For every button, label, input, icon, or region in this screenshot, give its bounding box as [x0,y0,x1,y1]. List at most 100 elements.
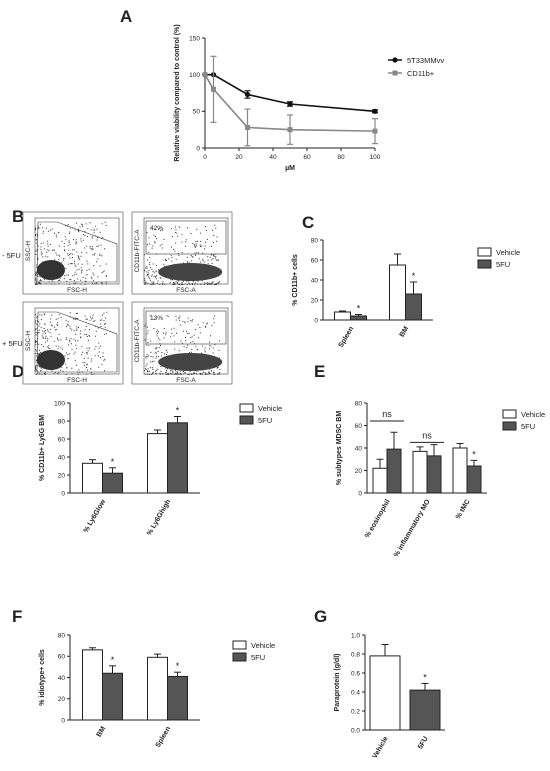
legend-marker [392,57,398,63]
y-tick-label: 80 [58,632,66,639]
flow-gate [145,310,227,345]
x-axis-label: µM [285,165,295,172]
legend-label: Vehicle [251,641,275,650]
y-tick-label: 20 [355,468,363,475]
data-point [287,127,293,133]
y-axis-label: % CD11b+ cells [292,254,299,306]
data-point [372,108,378,114]
data-point [287,101,293,107]
panel-g: G 0.0 0.2 0.4 0.6 0.8 1.0 Paraprotein (g/dl) Veh… [314,607,445,760]
y-tick-label: 0.0 [351,727,360,734]
y-axis-label: % subtypes MDSC BM [336,411,343,485]
x-tick-label: 100 [370,154,381,161]
legend-label: Vehicle [521,410,545,419]
data-point [245,124,250,130]
flow-y-label: CD11b-FITC-A [134,319,141,363]
bar [147,656,168,721]
y-tick-label: 40 [311,277,319,284]
category-label: 5FU [417,736,430,751]
y-tick-label: 0 [358,490,362,497]
gate-percent: 42% [150,225,163,232]
y-tick-label: 40 [58,454,66,461]
bar [405,293,422,321]
legend-label: Vehicle [496,248,520,257]
legend-swatch [232,652,247,662]
significance-mark: * [412,271,416,281]
flow-dense-cluster [37,350,65,370]
y-tick-label: 150 [189,35,200,42]
panel-e: E 0 20 40 60 80 % subtypes MDSC BM % eosinophil… [314,362,545,559]
y-tick-label: 0.4 [351,689,360,696]
bar [350,315,367,321]
legend-swatch [502,409,517,419]
y-tick-label: 0 [61,717,65,724]
flow-x-label: FSC-H [67,377,87,384]
panel-label-d: D [12,362,24,381]
y-tick-label: 60 [311,257,319,264]
significance-mark: * [176,406,180,416]
bar [82,462,103,494]
bar [452,447,468,494]
panel-d: D 0 20 40 60 80 100 % CD11b+ Ly6G BM * % Ly6Glow *… [12,362,282,537]
significance-mark: * [472,449,476,459]
significance-mark: * [176,661,180,671]
flow-y-label: SSC-H [25,241,32,262]
panel-f: F 0 20 40 60 80 % idiotype+ cells * BM * Spleen Veh… [12,607,275,749]
legend-swatch [502,421,517,431]
bar [372,467,388,494]
y-axis-label: % CD11b+ Ly6G BM [39,415,46,481]
panel-label-f: F [12,607,22,626]
y-tick-label: 60 [355,423,363,430]
bar [386,448,402,494]
data-point [372,128,378,134]
panel-label-c: C [302,213,314,232]
flow-events [35,311,108,375]
flow-y-label: SSC-H [25,331,32,352]
x-tick-label: 40 [269,154,277,161]
significance-mark: * [423,672,427,682]
panel-label-e: E [314,362,325,381]
flow-y-label: CD11b-FITC-A [134,229,141,273]
legend-swatch [239,403,254,413]
category-label: % inflammatory MO [393,498,432,559]
y-tick-label: 80 [311,237,319,244]
y-tick-label: 0 [61,490,65,497]
panel-c: C 0 20 40 60 80 % CD11b+ cells * Spleen * BM Vehicl… [292,213,520,349]
y-tick-label: 0.6 [351,670,360,677]
flow-dense-cluster [158,263,223,281]
flow-x-label: FSC-A [176,287,196,294]
y-tick-label: 100 [54,400,65,407]
flow-dense-cluster [37,260,65,280]
y-axis-label: Paraprotein (g/dl) [334,654,341,712]
legend-swatch [477,259,492,269]
category-label: % Ly6Glow [83,498,108,534]
flow-gate [145,220,227,255]
legend-swatch [239,415,254,425]
bar [167,422,188,494]
panel-label-a: A [120,7,132,26]
legend-label: 5FU [496,260,510,269]
category-label: Vehicle [372,735,390,759]
legend-label: 5T33MMvv [407,56,444,65]
legend-marker [392,70,398,76]
category-label: Spleen [155,726,173,749]
data-point [202,72,208,78]
legend-label: 5FU [258,416,272,425]
y-tick-label: 0 [196,145,200,152]
y-tick-label: 20 [58,696,66,703]
y-tick-label: 60 [58,436,66,443]
bar [82,649,103,721]
bar [167,675,188,721]
bar [102,472,123,494]
flow-x-label: FSC-A [176,377,196,384]
y-tick-label: 0.8 [351,651,360,658]
x-tick-label: 80 [337,154,345,161]
y-tick-label: 20 [311,297,319,304]
category-label: Spleen [338,326,356,349]
y-tick-label: 100 [189,72,200,79]
ns-label: ns [422,430,432,440]
legend-label: CD11b+ [407,69,435,78]
y-axis-label: % idiotype+ cells [39,649,46,706]
bar [412,450,428,494]
y-tick-label: 80 [355,400,363,407]
